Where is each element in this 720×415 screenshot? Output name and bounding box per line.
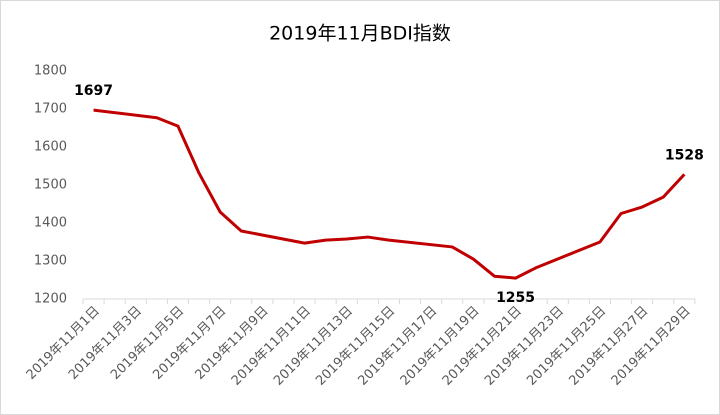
value-label: 1697: [74, 83, 113, 99]
line-series: [93, 108, 686, 280]
y-tick-label: 1500: [34, 178, 67, 193]
value-label: 1255: [496, 290, 535, 306]
y-tick-label: 1400: [34, 216, 67, 231]
y-tick-label: 1800: [34, 64, 67, 79]
value-label: 1528: [665, 147, 704, 163]
y-tick-label: 1700: [34, 102, 67, 117]
y-tick-label: 1600: [34, 140, 67, 155]
y-tick-label: 1200: [34, 292, 67, 307]
y-tick-label: 1300: [34, 254, 67, 269]
chart-title: 2019年11月BDI指数: [269, 23, 451, 45]
